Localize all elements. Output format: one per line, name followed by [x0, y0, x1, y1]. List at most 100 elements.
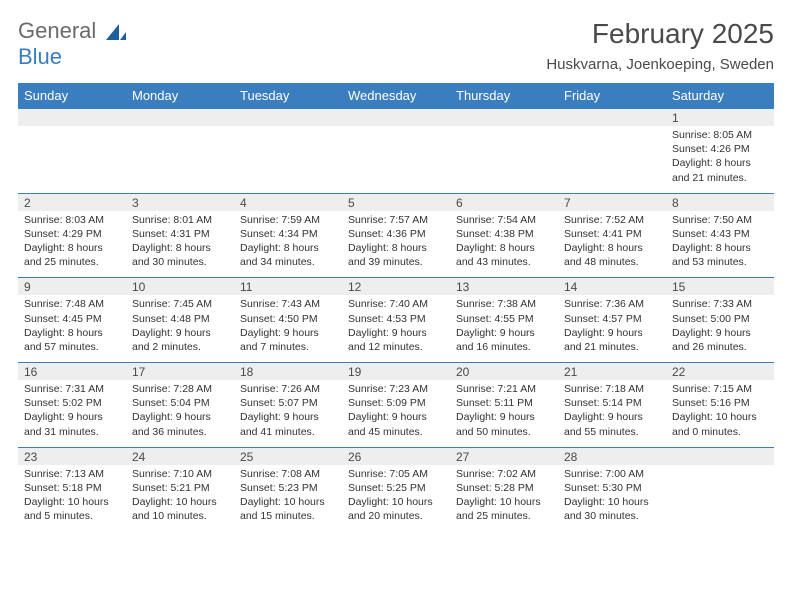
- header: General Blue February 2025 Huskvarna, Jo…: [18, 18, 774, 73]
- day-detail-line: Sunset: 4:57 PM: [564, 312, 660, 326]
- day-number: 8: [666, 194, 774, 211]
- day-detail-line: Sunrise: 7:00 AM: [564, 467, 660, 481]
- day-detail-line: Sunset: 4:41 PM: [564, 227, 660, 241]
- day-detail-line: Sunset: 4:38 PM: [456, 227, 552, 241]
- day-number: [234, 109, 342, 126]
- day-detail-line: Daylight: 9 hours and 7 minutes.: [240, 326, 336, 354]
- month-title: February 2025: [546, 18, 774, 50]
- day-detail-line: Sunrise: 7:43 AM: [240, 297, 336, 311]
- day-number: 18: [234, 363, 342, 380]
- day-number: 26: [342, 448, 450, 465]
- day-detail-line: Daylight: 10 hours and 0 minutes.: [672, 410, 768, 438]
- calendar-cell: 25Sunrise: 7:08 AMSunset: 5:23 PMDayligh…: [234, 447, 342, 531]
- day-number: 14: [558, 278, 666, 295]
- day-detail-line: Daylight: 8 hours and 21 minutes.: [672, 156, 768, 184]
- day-detail-line: Sunset: 4:55 PM: [456, 312, 552, 326]
- day-detail-line: Sunrise: 7:21 AM: [456, 382, 552, 396]
- logo-sail-icon: [106, 24, 126, 40]
- day-detail-line: Daylight: 9 hours and 2 minutes.: [132, 326, 228, 354]
- day-number: 12: [342, 278, 450, 295]
- calendar-cell: 7Sunrise: 7:52 AMSunset: 4:41 PMDaylight…: [558, 193, 666, 278]
- calendar-header: SundayMondayTuesdayWednesdayThursdayFrid…: [18, 83, 774, 109]
- day-details: Sunrise: 7:21 AMSunset: 5:11 PMDaylight:…: [450, 380, 558, 447]
- calendar-week-row: 2Sunrise: 8:03 AMSunset: 4:29 PMDaylight…: [18, 193, 774, 278]
- day-detail-line: Daylight: 10 hours and 30 minutes.: [564, 495, 660, 523]
- day-detail-line: Sunrise: 7:26 AM: [240, 382, 336, 396]
- day-details: [18, 126, 126, 182]
- day-details: Sunrise: 7:36 AMSunset: 4:57 PMDaylight:…: [558, 295, 666, 362]
- day-number: 10: [126, 278, 234, 295]
- calendar-cell: 11Sunrise: 7:43 AMSunset: 4:50 PMDayligh…: [234, 278, 342, 363]
- logo-word1: General: [18, 18, 96, 43]
- day-details: Sunrise: 7:08 AMSunset: 5:23 PMDaylight:…: [234, 465, 342, 532]
- day-details: Sunrise: 7:10 AMSunset: 5:21 PMDaylight:…: [126, 465, 234, 532]
- day-detail-line: Sunset: 5:11 PM: [456, 396, 552, 410]
- calendar-cell: 15Sunrise: 7:33 AMSunset: 5:00 PMDayligh…: [666, 278, 774, 363]
- day-number: [342, 109, 450, 126]
- day-details: Sunrise: 7:18 AMSunset: 5:14 PMDaylight:…: [558, 380, 666, 447]
- day-details: Sunrise: 8:03 AMSunset: 4:29 PMDaylight:…: [18, 211, 126, 278]
- day-details: [558, 126, 666, 182]
- logo: General Blue: [18, 18, 126, 70]
- calendar-cell: [450, 109, 558, 194]
- day-details: Sunrise: 7:57 AMSunset: 4:36 PMDaylight:…: [342, 211, 450, 278]
- day-detail-line: Daylight: 9 hours and 16 minutes.: [456, 326, 552, 354]
- day-detail-line: Sunrise: 7:02 AM: [456, 467, 552, 481]
- day-number: 25: [234, 448, 342, 465]
- day-detail-line: Sunrise: 7:52 AM: [564, 213, 660, 227]
- calendar-cell: 13Sunrise: 7:38 AMSunset: 4:55 PMDayligh…: [450, 278, 558, 363]
- day-detail-line: Daylight: 9 hours and 36 minutes.: [132, 410, 228, 438]
- day-detail-line: Daylight: 10 hours and 10 minutes.: [132, 495, 228, 523]
- weekday-header: Monday: [126, 83, 234, 109]
- day-details: Sunrise: 7:48 AMSunset: 4:45 PMDaylight:…: [18, 295, 126, 362]
- weekday-header: Saturday: [666, 83, 774, 109]
- day-detail-line: Daylight: 10 hours and 5 minutes.: [24, 495, 120, 523]
- calendar-week-row: 9Sunrise: 7:48 AMSunset: 4:45 PMDaylight…: [18, 278, 774, 363]
- calendar-cell: 24Sunrise: 7:10 AMSunset: 5:21 PMDayligh…: [126, 447, 234, 531]
- day-detail-line: Daylight: 8 hours and 39 minutes.: [348, 241, 444, 269]
- day-number: 19: [342, 363, 450, 380]
- weekday-header: Wednesday: [342, 83, 450, 109]
- day-detail-line: Daylight: 9 hours and 45 minutes.: [348, 410, 444, 438]
- day-detail-line: Sunrise: 7:36 AM: [564, 297, 660, 311]
- day-detail-line: Sunrise: 8:01 AM: [132, 213, 228, 227]
- day-number: [450, 109, 558, 126]
- day-detail-line: Sunset: 4:29 PM: [24, 227, 120, 241]
- day-number: 27: [450, 448, 558, 465]
- day-detail-line: Sunset: 4:45 PM: [24, 312, 120, 326]
- day-number: 7: [558, 194, 666, 211]
- day-detail-line: Daylight: 8 hours and 53 minutes.: [672, 241, 768, 269]
- calendar-cell: [18, 109, 126, 194]
- day-detail-line: Sunrise: 7:33 AM: [672, 297, 768, 311]
- day-details: Sunrise: 7:13 AMSunset: 5:18 PMDaylight:…: [18, 465, 126, 532]
- day-detail-line: Daylight: 9 hours and 26 minutes.: [672, 326, 768, 354]
- day-detail-line: Sunrise: 7:10 AM: [132, 467, 228, 481]
- calendar-cell: 8Sunrise: 7:50 AMSunset: 4:43 PMDaylight…: [666, 193, 774, 278]
- day-details: Sunrise: 7:02 AMSunset: 5:28 PMDaylight:…: [450, 465, 558, 532]
- day-number: 23: [18, 448, 126, 465]
- day-detail-line: Sunset: 4:31 PM: [132, 227, 228, 241]
- day-details: Sunrise: 7:05 AMSunset: 5:25 PMDaylight:…: [342, 465, 450, 532]
- calendar-cell: [126, 109, 234, 194]
- day-detail-line: Sunset: 5:25 PM: [348, 481, 444, 495]
- day-detail-line: Daylight: 8 hours and 57 minutes.: [24, 326, 120, 354]
- logo-word2: Blue: [18, 44, 62, 69]
- day-detail-line: Daylight: 8 hours and 34 minutes.: [240, 241, 336, 269]
- day-details: Sunrise: 7:40 AMSunset: 4:53 PMDaylight:…: [342, 295, 450, 362]
- day-detail-line: Daylight: 10 hours and 25 minutes.: [456, 495, 552, 523]
- day-detail-line: Sunrise: 7:08 AM: [240, 467, 336, 481]
- day-number: 6: [450, 194, 558, 211]
- day-detail-line: Sunrise: 7:40 AM: [348, 297, 444, 311]
- day-detail-line: Sunrise: 7:45 AM: [132, 297, 228, 311]
- day-details: Sunrise: 7:43 AMSunset: 4:50 PMDaylight:…: [234, 295, 342, 362]
- day-detail-line: Sunrise: 7:57 AM: [348, 213, 444, 227]
- day-number: 11: [234, 278, 342, 295]
- weekday-header: Sunday: [18, 83, 126, 109]
- day-details: Sunrise: 7:52 AMSunset: 4:41 PMDaylight:…: [558, 211, 666, 278]
- day-number: 15: [666, 278, 774, 295]
- day-number: 21: [558, 363, 666, 380]
- day-detail-line: Sunset: 5:21 PM: [132, 481, 228, 495]
- day-number: [558, 109, 666, 126]
- day-details: Sunrise: 7:59 AMSunset: 4:34 PMDaylight:…: [234, 211, 342, 278]
- day-detail-line: Sunrise: 8:05 AM: [672, 128, 768, 142]
